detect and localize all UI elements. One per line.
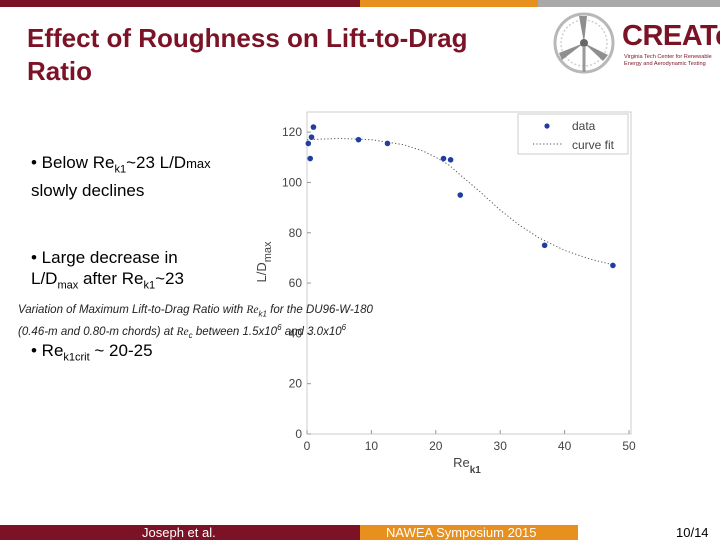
x-tick-label: 0 xyxy=(304,439,311,453)
bullet-1-sub-a: k1 xyxy=(114,163,127,176)
caption-line1-a: Variation of Maximum Lift-to-Drag Ratio … xyxy=(18,304,247,316)
bullet-2-text-a: L/D xyxy=(31,269,58,288)
logo-subtitle: Virginia Tech Center for Renewable Energ… xyxy=(624,54,712,67)
caption-line2-c: between 1.5x10 xyxy=(192,326,278,339)
data-point xyxy=(440,155,447,162)
slide-title: Effect of Roughness on Lift-to-Drag Rati… xyxy=(27,23,468,86)
x-tick-label: 50 xyxy=(622,439,636,453)
bullet-1-text-a: • Below Re xyxy=(31,153,115,172)
top-bar-orange-segment xyxy=(360,0,538,7)
x-axis-label: Rek1 xyxy=(453,455,481,476)
figure-caption: Variation of Maximum Lift-to-Drag Ratio … xyxy=(18,303,448,343)
caption-line2-re: Re xyxy=(176,326,189,339)
footer-maroon-segment xyxy=(0,525,360,540)
bullet-3: • Rek1crit ~ 20-25 xyxy=(31,340,153,368)
caption-line2-sub: c xyxy=(188,331,193,341)
bullet-2-text-b: after Re xyxy=(78,269,144,288)
page-number: 10/14 xyxy=(676,525,709,540)
caption-line2-a: (0.46-m and 0.80-m chords) at xyxy=(18,326,177,339)
bullet-3-sub: k1crit xyxy=(63,351,90,364)
create-logo xyxy=(553,12,615,74)
bullet-2-sub-a: max xyxy=(57,279,79,292)
data-point xyxy=(307,155,314,162)
bullet-2-text-c: ~23 xyxy=(155,269,184,288)
lift-to-drag-chart: 0 20 40 60 80 100 120 0 10 20 30 40 50 data curve f… xyxy=(254,111,636,476)
logo-wordmark: CREATe xyxy=(622,20,720,52)
bullet-2-line-1: • Large decrease in xyxy=(31,248,178,267)
bullet-2: • Large decrease in L/Dmax after Rek1~23 xyxy=(31,247,184,296)
x-axis-label-main: Re xyxy=(453,455,470,470)
bullet-2-sub-b: k1 xyxy=(143,279,156,292)
data-point xyxy=(310,124,317,130)
bullet-3-text-a: • Re xyxy=(31,341,64,360)
y-axis-ticks: 0 20 40 60 80 100 120 xyxy=(282,125,311,441)
data-point xyxy=(457,192,464,198)
y-tick-label: 100 xyxy=(282,175,302,189)
caption-line2-d: and 3.0x10 xyxy=(281,326,342,339)
legend-box xyxy=(517,113,629,155)
data-point xyxy=(384,140,391,147)
chart-legend: data curve fit xyxy=(517,113,629,155)
bullet-1: • Below Rek1~23 L/Dmax slowly declines xyxy=(31,152,211,201)
curve-fit-line xyxy=(306,137,617,266)
top-accent-bar xyxy=(0,0,720,7)
caption-exp-1: 6 xyxy=(277,323,282,333)
plot-area xyxy=(306,111,632,435)
caption-line1-re: Re xyxy=(246,304,259,316)
y-tick-label: 60 xyxy=(289,276,303,290)
data-point xyxy=(541,242,548,249)
x-tick-label: 40 xyxy=(558,439,572,453)
y-tick-label: 0 xyxy=(295,427,302,441)
bullet-1-sub-b: max xyxy=(186,156,211,171)
y-axis-label-main: L/D xyxy=(254,262,269,282)
footer-event: NAWEA Symposium 2015 xyxy=(386,525,537,540)
data-point xyxy=(447,156,454,163)
y-tick-label: 20 xyxy=(289,377,303,391)
data-point xyxy=(355,136,362,143)
x-tick-label: 30 xyxy=(494,439,508,453)
caption-line1-c: for the DU96-W-180 xyxy=(266,304,373,316)
x-axis-ticks: 0 10 20 30 40 50 xyxy=(304,430,636,453)
y-tick-label: 80 xyxy=(289,226,303,240)
y-tick-label: 120 xyxy=(282,125,302,139)
x-tick-label: 10 xyxy=(365,439,379,453)
footer-orange-segment xyxy=(360,525,578,540)
x-axis-label-sub: k1 xyxy=(470,465,482,476)
wind-turbine-emblem-icon xyxy=(553,12,615,74)
y-axis-label: L/Dmax xyxy=(254,241,274,283)
y-tick-label: 40 xyxy=(289,326,303,340)
legend-data-label: data xyxy=(572,119,596,133)
legend-data-marker xyxy=(544,123,550,129)
footer-bar xyxy=(0,525,720,540)
top-bar-gray-segment xyxy=(538,0,720,7)
data-point xyxy=(308,134,315,140)
legend-fit-label: curve fit xyxy=(572,138,615,152)
x-tick-label: 20 xyxy=(429,439,443,453)
caption-line1-sub: k1 xyxy=(258,309,267,319)
top-bar-maroon-segment xyxy=(0,0,360,7)
data-point xyxy=(305,140,312,147)
data-points xyxy=(305,124,616,269)
bullet-1-text-b: ~23 L/D xyxy=(126,153,187,172)
data-point xyxy=(610,262,616,269)
bullet-3-text-b: ~ 20-25 xyxy=(89,341,153,360)
y-axis-label-sub: max xyxy=(262,241,274,262)
caption-exp-2: 6 xyxy=(341,323,347,333)
bullet-1-line-2: slowly declines xyxy=(31,181,145,201)
footer-author: Joseph et al. xyxy=(142,525,216,540)
